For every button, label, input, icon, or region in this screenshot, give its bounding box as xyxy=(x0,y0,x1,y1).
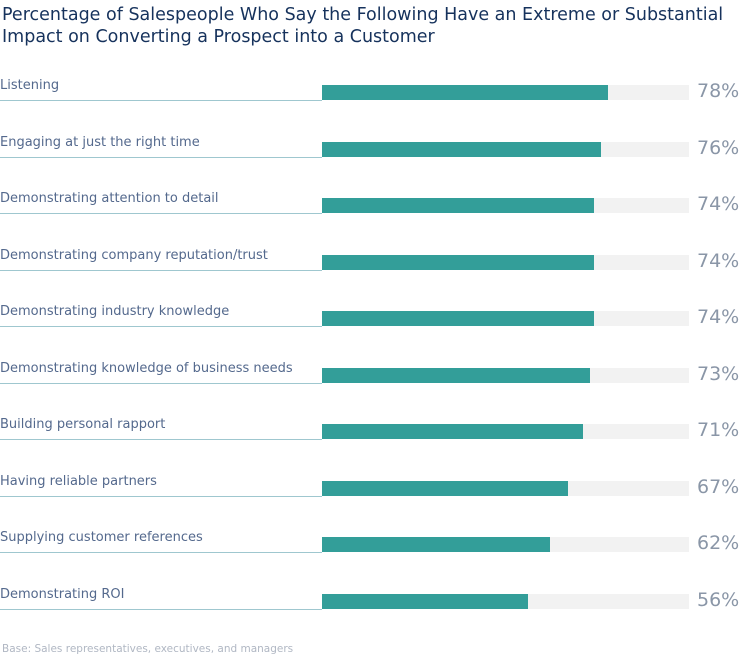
bar-track xyxy=(322,85,689,100)
row-underline xyxy=(0,213,322,214)
chart-title: Percentage of Salespeople Who Say the Fo… xyxy=(2,5,724,47)
bar xyxy=(322,255,594,270)
bar-row: Demonstrating attention to detail 74% xyxy=(0,191,750,254)
category-label: Demonstrating company reputation/trust xyxy=(0,248,268,263)
bar-row: Demonstrating company reputation/trust 74… xyxy=(0,248,750,311)
row-underline xyxy=(0,609,322,610)
category-label: Demonstrating ROI xyxy=(0,587,125,602)
value-label: 74% xyxy=(697,250,740,272)
category-label: Building personal rapport xyxy=(0,417,166,432)
category-label: Demonstrating attention to detail xyxy=(0,191,219,206)
category-label: Demonstrating industry knowledge xyxy=(0,304,230,319)
bar-track xyxy=(322,537,689,552)
row-underline xyxy=(0,100,322,101)
bar-row: Supplying customer references 62% xyxy=(0,530,750,593)
value-label: 76% xyxy=(697,137,740,159)
row-underline xyxy=(0,496,322,497)
row-underline xyxy=(0,552,322,553)
bar xyxy=(322,481,568,496)
bar-row: Demonstrating knowledge of business need… xyxy=(0,361,750,424)
bar-row: Engaging at just the right time 76% xyxy=(0,135,750,198)
bar xyxy=(322,311,594,326)
bar xyxy=(322,368,590,383)
value-label: 74% xyxy=(697,193,740,215)
bar xyxy=(322,198,594,213)
category-label: Supplying customer references xyxy=(0,530,203,545)
bar-track xyxy=(322,198,689,213)
chart-footnote: Base: Sales representatives, executives,… xyxy=(2,643,294,655)
category-label: Demonstrating knowledge of business need… xyxy=(0,361,293,376)
bar-track xyxy=(322,594,689,609)
row-underline xyxy=(0,326,322,327)
bar-track xyxy=(322,142,689,157)
bar xyxy=(322,142,601,157)
bar-row: Listening 78% xyxy=(0,78,750,141)
bar-track xyxy=(322,311,689,326)
bar-row: Demonstrating ROI 56% xyxy=(0,587,750,650)
row-underline xyxy=(0,439,322,440)
bar-row: Having reliable partners 67% xyxy=(0,474,750,537)
bar-track xyxy=(322,255,689,270)
value-label: 73% xyxy=(697,363,740,385)
category-label: Engaging at just the right time xyxy=(0,135,200,150)
value-label: 67% xyxy=(697,476,740,498)
bar xyxy=(322,424,583,439)
bar-track xyxy=(322,424,689,439)
bar xyxy=(322,85,609,100)
row-underline xyxy=(0,270,322,271)
value-label: 62% xyxy=(697,532,740,554)
category-label: Listening xyxy=(0,78,60,93)
row-underline xyxy=(0,383,322,384)
category-label: Having reliable partners xyxy=(0,474,157,489)
value-label: 74% xyxy=(697,306,740,328)
value-label: 71% xyxy=(697,419,740,441)
bar-row: Building personal rapport 71% xyxy=(0,417,750,480)
value-label: 78% xyxy=(697,80,740,102)
bar xyxy=(322,594,528,609)
value-label: 56% xyxy=(697,589,740,611)
bar-track xyxy=(322,368,689,383)
row-underline xyxy=(0,157,322,158)
bar-row: Demonstrating industry knowledge 74% xyxy=(0,304,750,367)
bar-track xyxy=(322,481,689,496)
bar xyxy=(322,537,550,552)
